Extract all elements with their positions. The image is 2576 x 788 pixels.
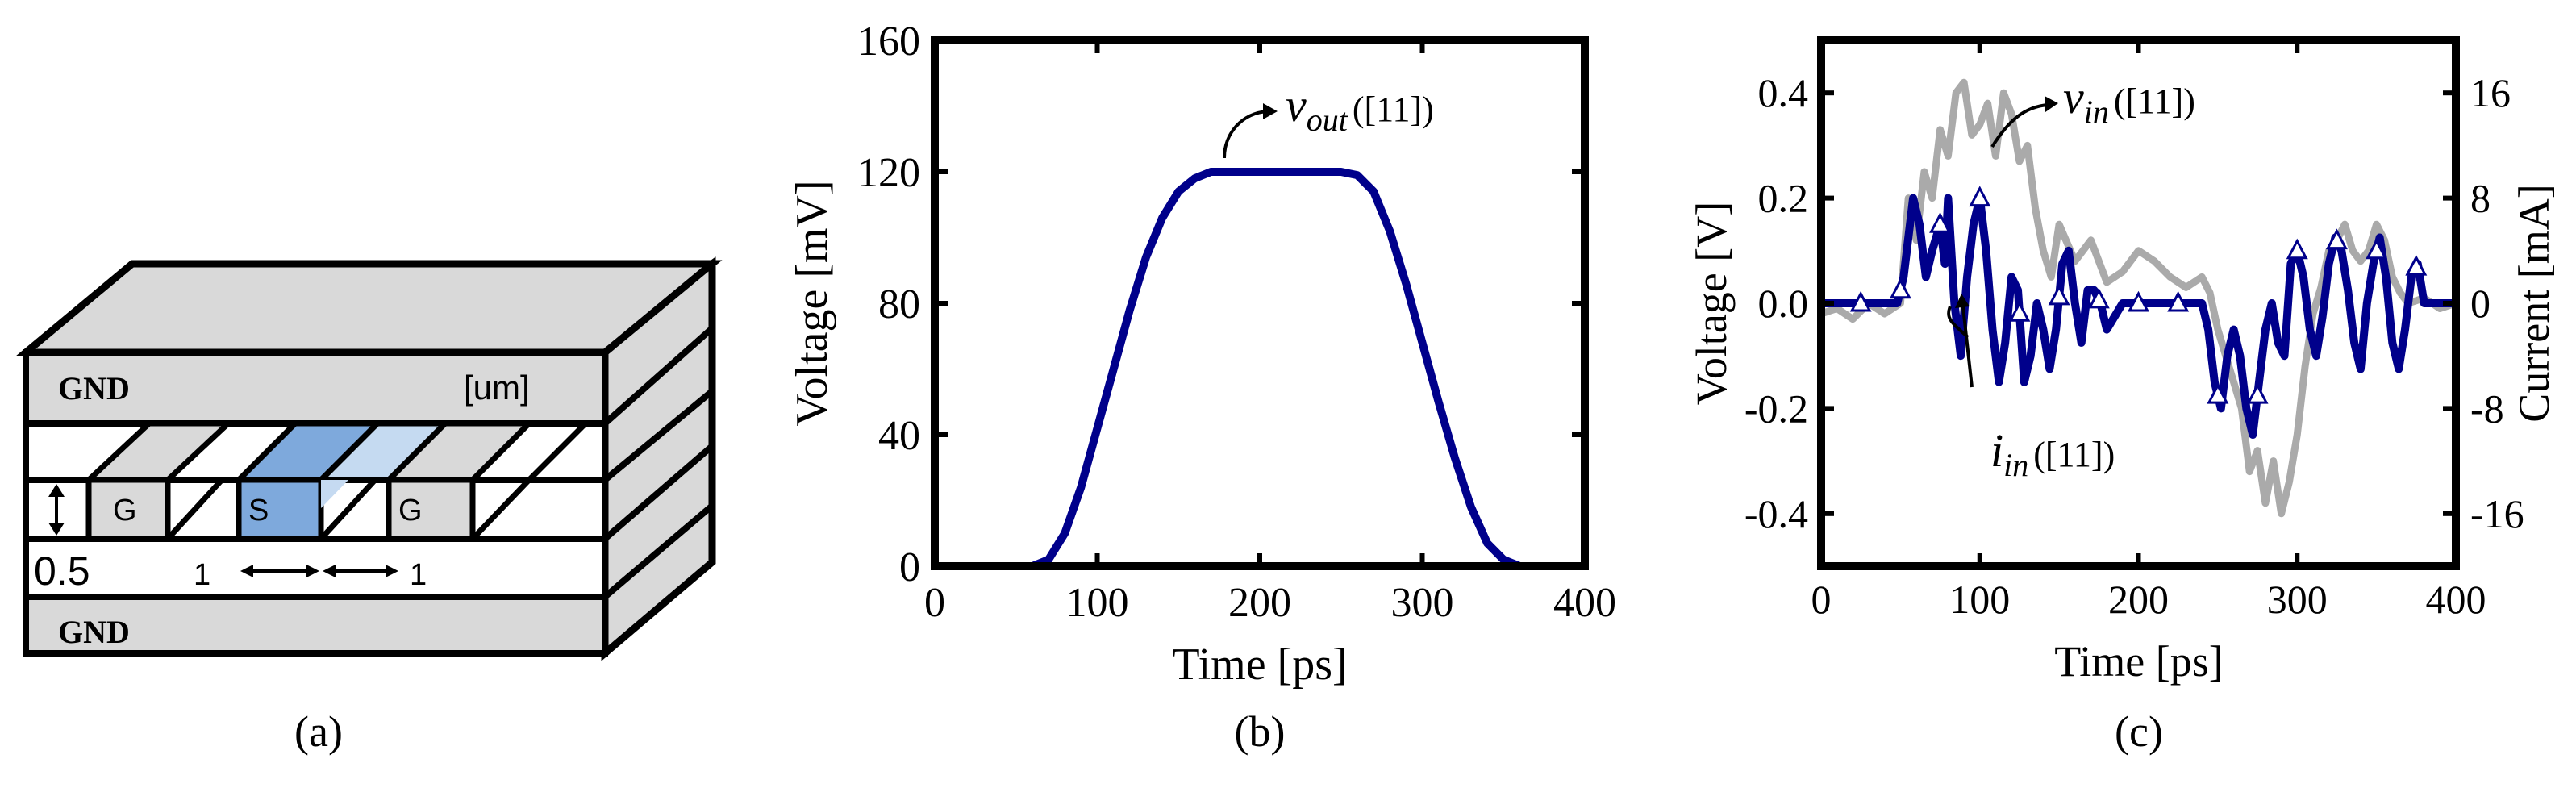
series-marker-iin <box>2325 228 2348 250</box>
x-axis-label: Time [ps] <box>2054 637 2224 686</box>
bottom-gnd-layer <box>23 594 608 657</box>
conductor-edge-line <box>319 477 377 541</box>
unit-label: [um] <box>464 369 530 407</box>
y-tick-label: -0.4 <box>1744 491 1808 536</box>
y2-tick-label: 8 <box>2470 176 2491 221</box>
series-marker-iin <box>2128 290 2149 312</box>
x-axis-label: Time [ps] <box>1172 640 1347 690</box>
series-label-vout: vout ([11]) <box>1286 79 1434 138</box>
y-tick-label: 40 <box>878 413 920 459</box>
y-tick-label: 160 <box>857 19 920 65</box>
series-marker-iin <box>2246 382 2269 404</box>
side-layer-line <box>602 326 715 426</box>
series-line-vout <box>935 168 1585 570</box>
x-tick-label: 200 <box>2108 577 2169 622</box>
y2-tick-label: 0 <box>2470 281 2491 326</box>
right-ground-conductor <box>386 477 476 542</box>
stripline-structure-diagram: GND [um] G S G GND 0.5 1 1 (a) <box>15 256 723 756</box>
vout-annotation-arrowhead <box>1263 103 1278 119</box>
bottom-gnd-label: GND <box>58 614 130 650</box>
thickness-label: 0.5 <box>34 548 90 594</box>
x-tick-label: 400 <box>2426 577 2486 622</box>
x-tick-label: 400 <box>1553 580 1616 626</box>
vout-annotation-arrow <box>1223 110 1269 159</box>
x-tick-label: 200 <box>1228 580 1291 626</box>
plot-area-frame <box>931 36 1589 570</box>
box-top-face <box>15 260 723 356</box>
y2-axis-label: Current [mA] <box>2510 184 2558 422</box>
series-marker-iin <box>1889 277 1911 299</box>
tick-group: 0 100 200 300 400 -0.4 -0.2 0.0 0.2 0.4 -16 -8 0 8 16 <box>1744 40 2524 622</box>
conductor-edge-line <box>470 477 531 541</box>
signal-conductor <box>236 477 324 542</box>
spacing-arrow-right <box>323 565 398 577</box>
y-tick-label: -0.2 <box>1744 386 1808 431</box>
y-axis-label: Voltage [mV] <box>787 180 837 426</box>
right-ground-label: G <box>398 494 423 527</box>
y-tick-label: 120 <box>857 150 920 196</box>
series-marker-iin <box>2048 284 2070 306</box>
series-marker-iin <box>2207 382 2229 404</box>
spacing-arrow-left <box>240 565 319 577</box>
y-tick-label: 0 <box>899 544 920 590</box>
y2-tick-label: -16 <box>2470 491 2524 536</box>
caption-b: (b) <box>1235 707 1286 756</box>
series-marker-iin <box>2286 238 2308 260</box>
y-axis-label: Voltage [V] <box>1687 202 1736 405</box>
conductor-edge-line <box>527 421 588 482</box>
x-tick-label: 0 <box>924 580 945 626</box>
series-marker-iin <box>2405 254 2428 276</box>
x-tick-label: 300 <box>1391 580 1454 626</box>
series-marker-iin <box>1929 211 1952 233</box>
series-line-vin <box>1819 78 2457 518</box>
signal-side-face <box>321 480 348 508</box>
y-tick-label: 0.2 <box>1758 176 1809 221</box>
series-group <box>1819 78 2457 518</box>
spacing-right-label: 1 <box>410 558 427 592</box>
chart-b: 0 100 200 300 400 0 40 80 120 160 Time [ps] Volta… <box>787 19 1616 756</box>
tick-group: 0 100 200 300 400 0 40 80 120 160 <box>857 19 1616 626</box>
caption-c: (c) <box>2115 707 2163 756</box>
left-ground-conductor <box>85 477 171 542</box>
thickness-arrow <box>48 484 65 536</box>
side-layer-line <box>602 502 715 600</box>
iin-annotation-arrow <box>1947 306 1970 339</box>
side-layer-line <box>602 443 715 542</box>
vin-annotation-arrow <box>1990 103 2049 148</box>
y-tick-label: 80 <box>878 281 920 327</box>
series-label-vin: vin ([11]) <box>2063 71 2195 130</box>
lower-dielectric-layer <box>23 536 608 600</box>
x-tick-label: 300 <box>2267 577 2328 622</box>
side-layer-line <box>602 388 715 483</box>
left-ground-label: G <box>113 494 137 527</box>
y-tick-label: 0.0 <box>1758 281 1809 326</box>
x-tick-label: 0 <box>1811 577 1832 622</box>
y-tick-label: 0.4 <box>1758 70 1809 115</box>
series-group <box>935 168 1585 570</box>
chart-c: 0 100 200 300 400-0.4-0.20.00.20.4-16-80816 … <box>1687 36 2558 756</box>
top-gnd-label: GND <box>58 370 130 407</box>
top-gnd-layer <box>23 349 608 427</box>
signal-label: S <box>248 494 269 527</box>
y2-tick-label: -8 <box>2470 386 2504 431</box>
x-tick-label: 100 <box>1066 580 1129 626</box>
series-marker-iin <box>2167 290 2190 312</box>
y2-tick-label: 16 <box>2470 70 2511 115</box>
series-marker-iin <box>2366 238 2388 260</box>
iin-annotation-stem <box>1961 299 1974 388</box>
spacing-left-label: 1 <box>194 558 210 592</box>
x-tick-label: 100 <box>1949 577 2010 622</box>
caption-a: (a) <box>294 707 343 756</box>
iin-annotation-arrowhead <box>1955 294 1970 308</box>
series-marker-iin <box>1849 290 1872 312</box>
conductor-edge-line <box>165 477 224 541</box>
series-marker-iin <box>2087 287 2110 309</box>
conductor-edge-line <box>470 421 531 482</box>
series-label-iin: iin ([11]) <box>1990 424 2115 483</box>
series-marker-iin <box>2008 300 2031 322</box>
vin-annotation-arrowhead <box>2045 96 2058 112</box>
series-marker-iin <box>1969 186 1991 207</box>
